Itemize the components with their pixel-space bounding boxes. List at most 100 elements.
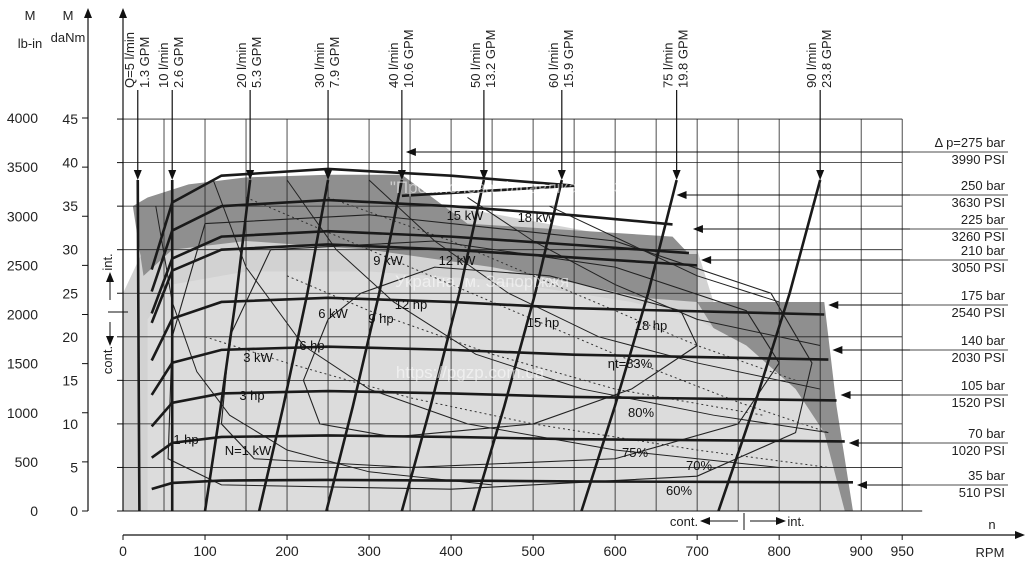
power-hp-label: 15 hp xyxy=(527,315,560,330)
pressure-label-bar: 105 bar xyxy=(961,378,1006,393)
efficiency-label: ηt=83% xyxy=(608,356,653,371)
power-kw-curve xyxy=(549,205,780,303)
flow-label-gpm: 23.8 GPM xyxy=(819,29,834,88)
pressure-label-psi: 1020 PSI xyxy=(952,443,1006,458)
flow-label-lmin: 40 l/min xyxy=(386,42,401,88)
pressure-label-psi: 3260 PSI xyxy=(952,229,1006,244)
efficiency-curve xyxy=(302,266,698,438)
x-axis-arrow xyxy=(1015,531,1025,539)
pressure-label-bar: 210 bar xyxy=(961,243,1006,258)
pressure-label-psi: 3630 PSI xyxy=(952,195,1006,210)
power-kw-label: N=1 kW xyxy=(225,443,272,458)
x-tick-label: 600 xyxy=(603,543,627,559)
dark-zone-right xyxy=(697,301,853,511)
power-kw-curve xyxy=(467,197,821,346)
y-tick-label-lbin: 0 xyxy=(30,503,38,519)
zone-label-cont-horizontal: cont. xyxy=(670,514,698,529)
power-kw-label: 6 kW xyxy=(318,306,348,321)
y-axis-arrow-inner xyxy=(119,8,127,18)
x-tick-label: 200 xyxy=(275,543,299,559)
flow-curve xyxy=(580,179,678,512)
y-tick-label-danm: 40 xyxy=(62,155,78,171)
efficiency-label: 80% xyxy=(628,405,654,420)
flow-arrow-head xyxy=(557,170,566,181)
flow-curve xyxy=(717,179,822,512)
power-hp-label: 1 hp xyxy=(173,432,198,447)
y-unit-bottom-lbin: lb-in xyxy=(18,36,43,51)
pressure-label-psi: 3050 PSI xyxy=(952,260,1006,275)
y-unit-top-lbin: M xyxy=(25,8,36,23)
performance-curves xyxy=(136,167,853,512)
pressure-label-bar: 225 bar xyxy=(961,212,1006,227)
power-kw-label: 15 kW xyxy=(447,208,485,223)
x-tick-label: 700 xyxy=(685,543,709,559)
flow-arrow-head xyxy=(397,170,406,181)
power-hp-curve xyxy=(204,336,829,468)
watermark-text: https://pgzp.com.ua xyxy=(396,363,545,382)
pressure-arrow-head xyxy=(701,256,712,264)
y-tick-label-lbin: 2500 xyxy=(7,257,38,273)
x-tick-label: 0 xyxy=(119,543,127,559)
flow-label-gpm: 1.3 GPM xyxy=(137,37,152,88)
pressure-arrow-head xyxy=(676,191,687,199)
x-tick-label: 900 xyxy=(850,543,874,559)
y-unit-bottom-danm: daNm xyxy=(51,30,86,45)
y-tick-label-lbin: 2000 xyxy=(7,307,38,323)
flow-label-gpm: 2.6 GPM xyxy=(171,37,186,88)
pressure-arrow-head xyxy=(848,439,859,447)
power-kw-curve xyxy=(368,179,821,390)
zone-arrowhead-up xyxy=(106,272,114,282)
flow-label-lmin: Q=5 l/min xyxy=(122,32,137,88)
pressure-label-bar: 140 bar xyxy=(961,333,1006,348)
y-tick-label-danm: 0 xyxy=(70,503,78,519)
zone-label-cont: cont. xyxy=(100,346,115,374)
zone-label-int: int. xyxy=(100,253,115,270)
y-tick-label-lbin: 500 xyxy=(15,454,39,470)
flow-label-gpm: 10.6 GPM xyxy=(401,29,416,88)
efficiency-label: 60% xyxy=(666,483,692,498)
x-tick-label: 300 xyxy=(357,543,381,559)
flow-label-lmin: 30 l/min xyxy=(312,42,327,88)
y-tick-label-danm: 35 xyxy=(62,198,78,214)
pressure-arrow-head xyxy=(832,346,843,354)
efficiency-curve xyxy=(167,214,813,490)
pressure-label-bar: 250 bar xyxy=(961,178,1006,193)
zone-arrowhead-right xyxy=(776,517,786,525)
flow-label-lmin: 20 l/min xyxy=(234,42,249,88)
flow-arrow-head xyxy=(133,170,142,181)
watermark-text: "Промислова гідравліка - ПГЗ" xyxy=(390,178,630,197)
pressure-arrow-head xyxy=(828,301,839,309)
chart-labels: Q=5 l/min 1.3 GPM 10 l/min 2.6 GPM 20 l/min 5… xyxy=(100,29,1008,530)
pressure-label-psi: 2030 PSI xyxy=(952,350,1006,365)
pressure-label-psi: 2540 PSI xyxy=(952,305,1006,320)
flow-label-gpm: 5.3 GPM xyxy=(249,37,264,88)
flow-label-gpm: 19.8 GPM xyxy=(676,29,691,88)
power-kw-label: 9 kW xyxy=(373,253,403,268)
zone-label-int-horizontal: int. xyxy=(787,514,804,529)
flow-label-lmin: 10 l/min xyxy=(156,42,171,88)
flow-label-lmin: 60 l/min xyxy=(546,42,561,88)
pressure-label-psi: 510 PSI xyxy=(959,485,1005,500)
y-tick-label-danm: 20 xyxy=(62,329,78,345)
watermark-text: Україна, м. Запоріжжя xyxy=(395,272,569,291)
y-tick-label-lbin: 4000 xyxy=(7,110,38,126)
flow-curve xyxy=(136,180,141,512)
power-hp-label: 12 hp xyxy=(395,297,428,312)
flow-label-gpm: 13.2 GPM xyxy=(483,29,498,88)
power-hp-label: 3 hp xyxy=(239,388,264,403)
pressure-label-bar: 175 bar xyxy=(961,288,1006,303)
flow-arrow-head xyxy=(672,170,681,181)
flow-arrow-head xyxy=(168,170,177,181)
x-unit-n: n xyxy=(988,517,995,532)
x-tick-label: 950 xyxy=(891,543,915,559)
flow-label-gpm: 7.9 GPM xyxy=(327,37,342,88)
x-tick-label: 500 xyxy=(521,543,545,559)
flow-arrow-head xyxy=(479,170,488,181)
pressure-label-bar: Δ p=275 bar xyxy=(935,135,1006,150)
flow-arrow-head xyxy=(816,170,825,181)
pressure-arrow-head xyxy=(405,148,416,156)
pressure-label-bar: 35 bar xyxy=(968,468,1006,483)
y-tick-label-danm: 15 xyxy=(62,372,78,388)
x-tick-label: 800 xyxy=(767,543,791,559)
y-tick-label-danm: 10 xyxy=(62,416,78,432)
